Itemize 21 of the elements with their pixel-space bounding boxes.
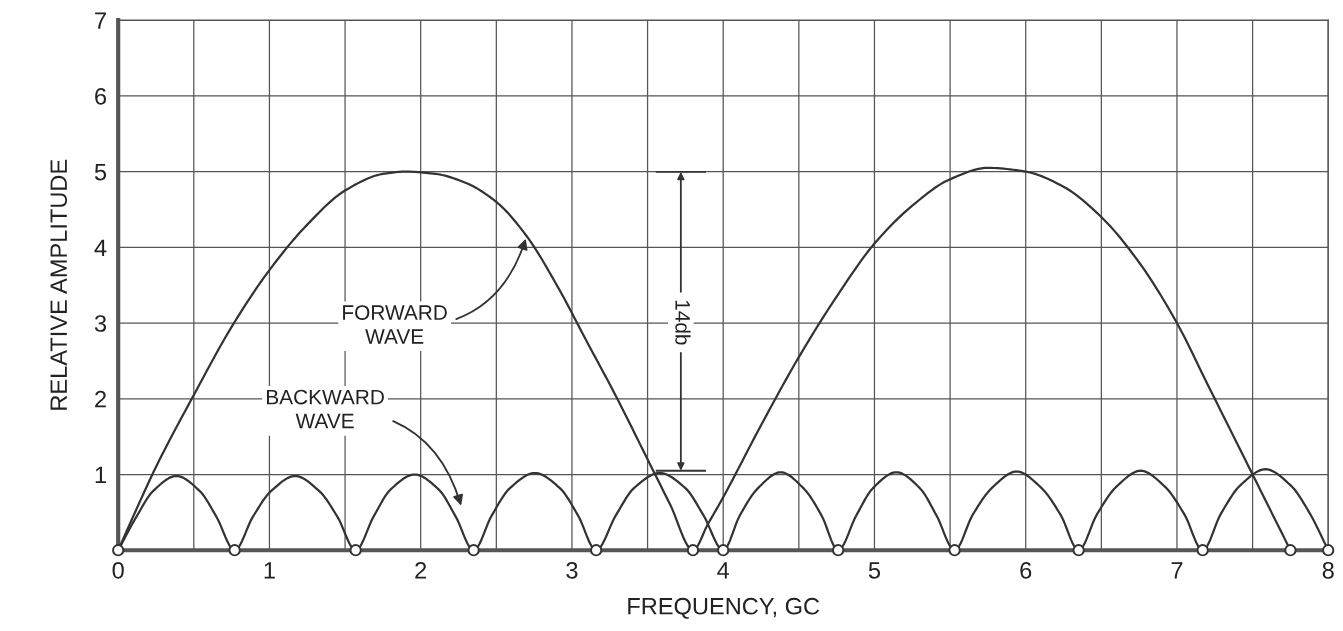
annotation: FORWARD WAVE — [343, 305, 447, 344]
y-tick-label: 5 — [94, 163, 107, 181]
y-axis-title: RELATIVE AMPLITUDE — [50, 159, 68, 410]
annotation: 14db — [675, 300, 691, 345]
y-tick-label: 7 — [95, 12, 106, 29]
x-tick-label: 1 — [264, 562, 275, 579]
x-tick-label: 4 — [717, 562, 730, 579]
y-tick-label: 4 — [94, 239, 107, 256]
x-tick-label: 2 — [415, 561, 427, 579]
x-axis-title: FREQUENCY, GC — [628, 597, 820, 619]
x-tick-label: 3 — [566, 561, 578, 579]
y-tick-label: 3 — [94, 315, 107, 332]
y-tick-label: 2 — [95, 390, 106, 408]
x-tick-label: 8 — [1322, 561, 1334, 579]
y-tick-label: 6 — [95, 87, 107, 105]
x-tick-label: 7 — [1171, 562, 1183, 579]
x-tick-label: 0 — [112, 561, 124, 579]
annotation: BACKWARD WAVE — [267, 389, 384, 429]
x-tick-label: 6 — [1020, 561, 1032, 579]
x-tick-label: 5 — [868, 562, 881, 579]
y-tick-label: 1 — [95, 466, 106, 484]
